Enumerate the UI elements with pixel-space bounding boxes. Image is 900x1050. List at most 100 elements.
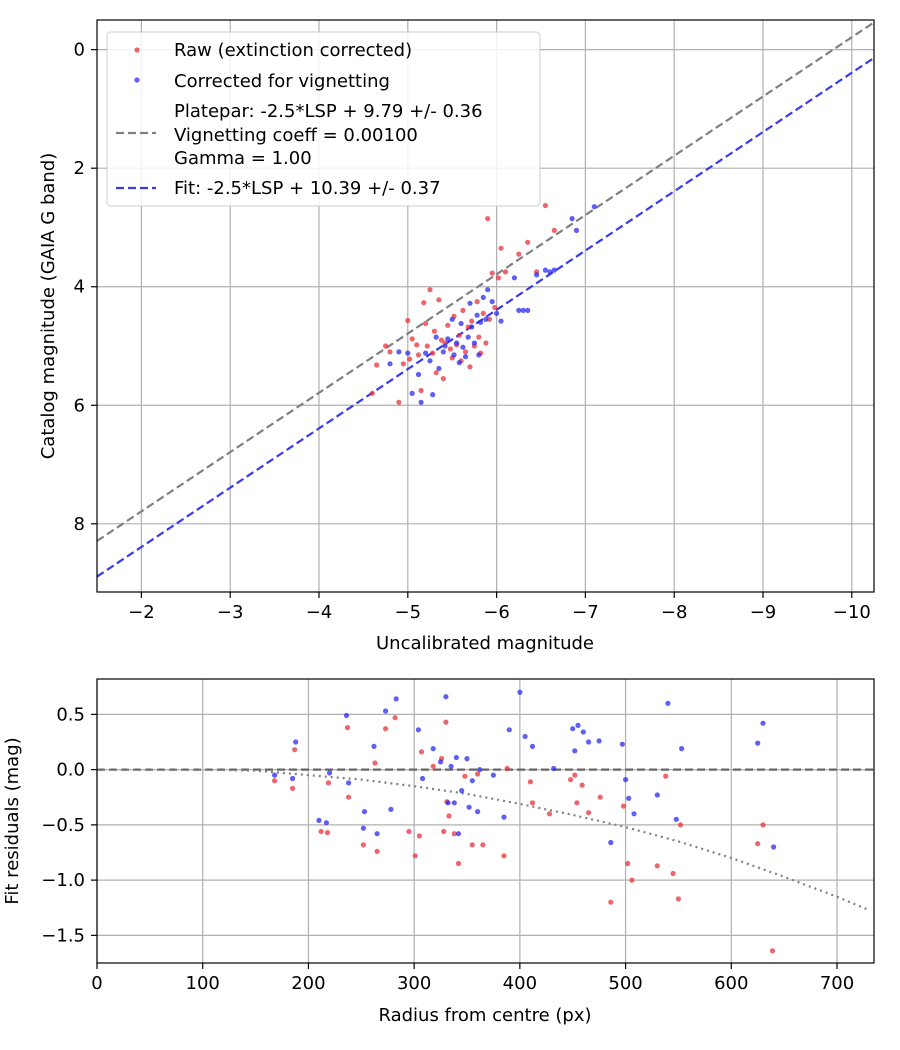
top-point-series-1 xyxy=(427,358,433,364)
top-point-series-0 xyxy=(421,300,427,306)
top-point-series-1 xyxy=(454,340,460,346)
top-point-series-1 xyxy=(498,318,504,324)
bottom-point-series-1 xyxy=(346,780,352,786)
bottom-point-series-0 xyxy=(292,747,298,753)
bottom-axes-frame xyxy=(96,678,875,964)
bottom-point-series-1 xyxy=(522,733,528,740)
top-point-series-0 xyxy=(486,316,493,322)
top-point-series-0 xyxy=(414,342,420,348)
top-ytick-label: 0 xyxy=(74,40,85,61)
legend-label-raw: Raw (extinction corrected) xyxy=(174,40,412,61)
bottom-point-series-0 xyxy=(406,828,412,835)
top-point-series-1 xyxy=(469,324,475,330)
top-point-series-1 xyxy=(474,312,480,318)
top-point-series-1 xyxy=(591,204,597,210)
bottom-point-series-0 xyxy=(462,773,468,779)
bottom-xtick-label: 500 xyxy=(608,973,642,994)
bottom-xtick-label: 400 xyxy=(503,973,537,994)
top-point-series-1 xyxy=(494,310,500,316)
top-ticks: −2 −3 −4 −5 −6 −7 −8 −9 −10 0 2 4 6 8 xyxy=(74,40,871,623)
top-point-series-1 xyxy=(476,352,482,358)
bottom-ytick-label: −1.0 xyxy=(41,870,85,891)
top-point-series-1 xyxy=(465,334,471,340)
top-xtick-label: −6 xyxy=(483,602,510,623)
bottom-point-series-1 xyxy=(445,800,451,806)
top-point-series-0 xyxy=(433,370,439,376)
top-point-series-1 xyxy=(551,267,557,273)
bottom-point-series-0 xyxy=(344,725,351,731)
top-point-series-0 xyxy=(551,227,557,233)
bottom-xtick-label: 700 xyxy=(820,973,854,994)
top-ytick-label: 2 xyxy=(74,158,85,179)
bottom-point-series-0 xyxy=(451,831,457,837)
top-point-series-1 xyxy=(442,343,448,349)
top-point-series-1 xyxy=(471,340,477,346)
top-point-series-1 xyxy=(573,227,580,233)
bottom-point-series-0 xyxy=(629,877,635,883)
bottom-point-series-1 xyxy=(459,788,465,794)
bottom-point-series-1 xyxy=(608,839,614,846)
bottom-point-series-1 xyxy=(572,748,578,754)
top-point-series-1 xyxy=(409,390,415,396)
legend-label-vignetting: Vignetting coeff = 0.00100 xyxy=(174,125,418,146)
bottom-point-series-1 xyxy=(420,775,426,782)
bottom-point-series-0 xyxy=(579,782,585,788)
top-point-series-1 xyxy=(415,371,422,378)
top-point-series-1 xyxy=(485,287,491,293)
top-point-series-0 xyxy=(427,287,433,293)
top-point-series-0 xyxy=(440,376,446,382)
top-point-series-1 xyxy=(569,216,575,222)
bottom-point-series-0 xyxy=(383,726,389,732)
bottom-point-series-0 xyxy=(755,841,761,847)
bottom-point-series-0 xyxy=(430,763,436,769)
top-point-series-1 xyxy=(547,269,553,275)
bottom-ticks: 0 100 200 300 400 500 600 700 0.5 0.0 −0.5 −1.0 −1.5 xyxy=(41,704,854,994)
top-point-series-1 xyxy=(433,334,439,340)
bottom-ytick-label: 0.0 xyxy=(56,760,85,781)
top-xtick-label: −7 xyxy=(572,602,599,623)
top-point-series-0 xyxy=(456,332,462,338)
bottom-ytick-label: −0.5 xyxy=(41,815,85,836)
top-point-series-0 xyxy=(430,350,436,356)
top-point-series-1 xyxy=(534,272,540,278)
top-point-series-1 xyxy=(449,316,455,322)
top-point-series-1 xyxy=(478,319,484,325)
bottom-point-series-1 xyxy=(323,820,329,826)
top-ytick-label: 4 xyxy=(74,277,85,298)
bottom-point-series-1 xyxy=(361,809,368,815)
top-scatter-plot: −2 −3 −4 −5 −6 −7 −8 −9 −10 0 2 4 6 8 Uncalibrated ma… xyxy=(38,19,875,654)
bottom-point-series-0 xyxy=(586,810,592,816)
bottom-point-series-0 xyxy=(625,860,631,867)
top-point-series-0 xyxy=(480,310,486,316)
bottom-point-series-1 xyxy=(388,806,394,813)
top-point-series-0 xyxy=(483,340,489,346)
top-point-series-0 xyxy=(436,297,442,303)
top-point-series-1 xyxy=(516,307,522,313)
top-point-series-1 xyxy=(520,307,526,313)
top-point-series-0 xyxy=(409,336,415,342)
bottom-point-series-0 xyxy=(480,842,486,848)
bottom-point-series-1 xyxy=(529,743,536,750)
bottom-point-series-1 xyxy=(771,844,777,850)
top-point-series-0 xyxy=(495,275,501,281)
bottom-point-series-1 xyxy=(293,739,299,745)
top-point-series-0 xyxy=(525,239,531,245)
bottom-point-series-0 xyxy=(290,785,296,792)
bottom-point-series-0 xyxy=(441,828,447,835)
bottom-ytick-label: 0.5 xyxy=(56,704,85,725)
bottom-point-series-0 xyxy=(272,778,278,784)
bottom-point-series-0 xyxy=(546,811,553,817)
top-xtick-label: −2 xyxy=(128,602,155,623)
bottom-point-series-1 xyxy=(551,765,557,772)
legend-label-fit: Fit: -2.5*LSP + 10.39 +/- 0.37 xyxy=(174,178,441,199)
bottom-point-series-0 xyxy=(568,777,574,783)
top-point-series-0 xyxy=(485,216,491,222)
bottom-point-series-1 xyxy=(430,746,436,752)
bottom-point-series-0 xyxy=(663,773,669,779)
top-xlabel: Uncalibrated magnitude xyxy=(376,633,594,654)
top-point-series-1 xyxy=(483,316,489,322)
bottom-point-series-1 xyxy=(438,759,444,765)
top-axes-frame xyxy=(96,19,875,593)
bottom-xtick-label: 200 xyxy=(291,973,325,994)
bottom-point-series-1 xyxy=(448,763,454,769)
